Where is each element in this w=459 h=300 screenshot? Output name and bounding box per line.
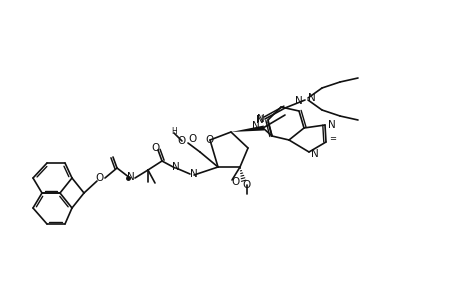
Text: N: N: [257, 114, 264, 124]
Text: O: O: [151, 143, 160, 153]
Text: N: N: [295, 96, 302, 106]
Text: O: O: [242, 180, 251, 190]
Text: O: O: [178, 136, 186, 146]
Text: N: N: [327, 120, 335, 130]
Text: O: O: [206, 135, 213, 145]
Text: N: N: [127, 172, 134, 182]
Text: O: O: [231, 177, 240, 187]
Text: N: N: [172, 162, 179, 172]
Text: N: N: [252, 121, 259, 131]
Text: N: N: [308, 93, 315, 103]
Text: O: O: [95, 173, 104, 183]
Polygon shape: [230, 125, 264, 132]
Text: N: N: [310, 149, 318, 159]
Text: N: N: [190, 169, 197, 179]
Text: =: =: [328, 134, 335, 143]
Text: H: H: [171, 128, 177, 136]
Text: O: O: [189, 134, 197, 144]
Text: N: N: [256, 115, 263, 125]
